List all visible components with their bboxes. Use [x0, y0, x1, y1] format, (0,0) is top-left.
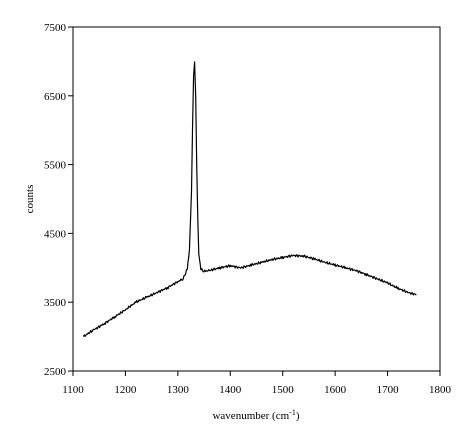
y-tick-label: 3500	[44, 297, 67, 309]
series-line-counts	[82, 61, 417, 337]
x-axis-title-suffix: )	[296, 410, 300, 422]
x-axis-tick-labels: 1100 1200 1300 1400 1500 1600 1700 1800	[62, 384, 451, 396]
x-tick-label: 1300	[167, 384, 190, 396]
y-axis-ticks	[68, 26, 73, 372]
y-axis-title: counts	[24, 185, 36, 214]
x-tick-label: 1700	[377, 384, 400, 396]
x-axis-title: wavenumber (cm-1)	[212, 408, 299, 422]
x-axis-title-superscript: -1	[289, 408, 296, 417]
x-tick-label: 1400	[219, 384, 242, 396]
x-axis-ticks	[72, 371, 441, 376]
x-tick-label: 1200	[114, 384, 137, 396]
y-tick-label: 5500	[44, 160, 67, 172]
plot-frame	[72, 26, 441, 372]
x-tick-label: 1800	[429, 384, 452, 396]
y-tick-label: 4500	[44, 228, 67, 240]
y-tick-label: 7500	[44, 22, 67, 34]
x-axis-title-main: wavenumber (cm	[212, 410, 289, 422]
x-tick-label: 1600	[324, 384, 347, 396]
x-tick-label: 1500	[272, 384, 295, 396]
y-axis-tick-labels: 2500 3500 4500 5500 6500 7500	[44, 22, 67, 378]
y-tick-label: 6500	[44, 91, 67, 103]
x-tick-label: 1100	[62, 384, 84, 396]
y-tick-label: 2500	[44, 366, 67, 378]
